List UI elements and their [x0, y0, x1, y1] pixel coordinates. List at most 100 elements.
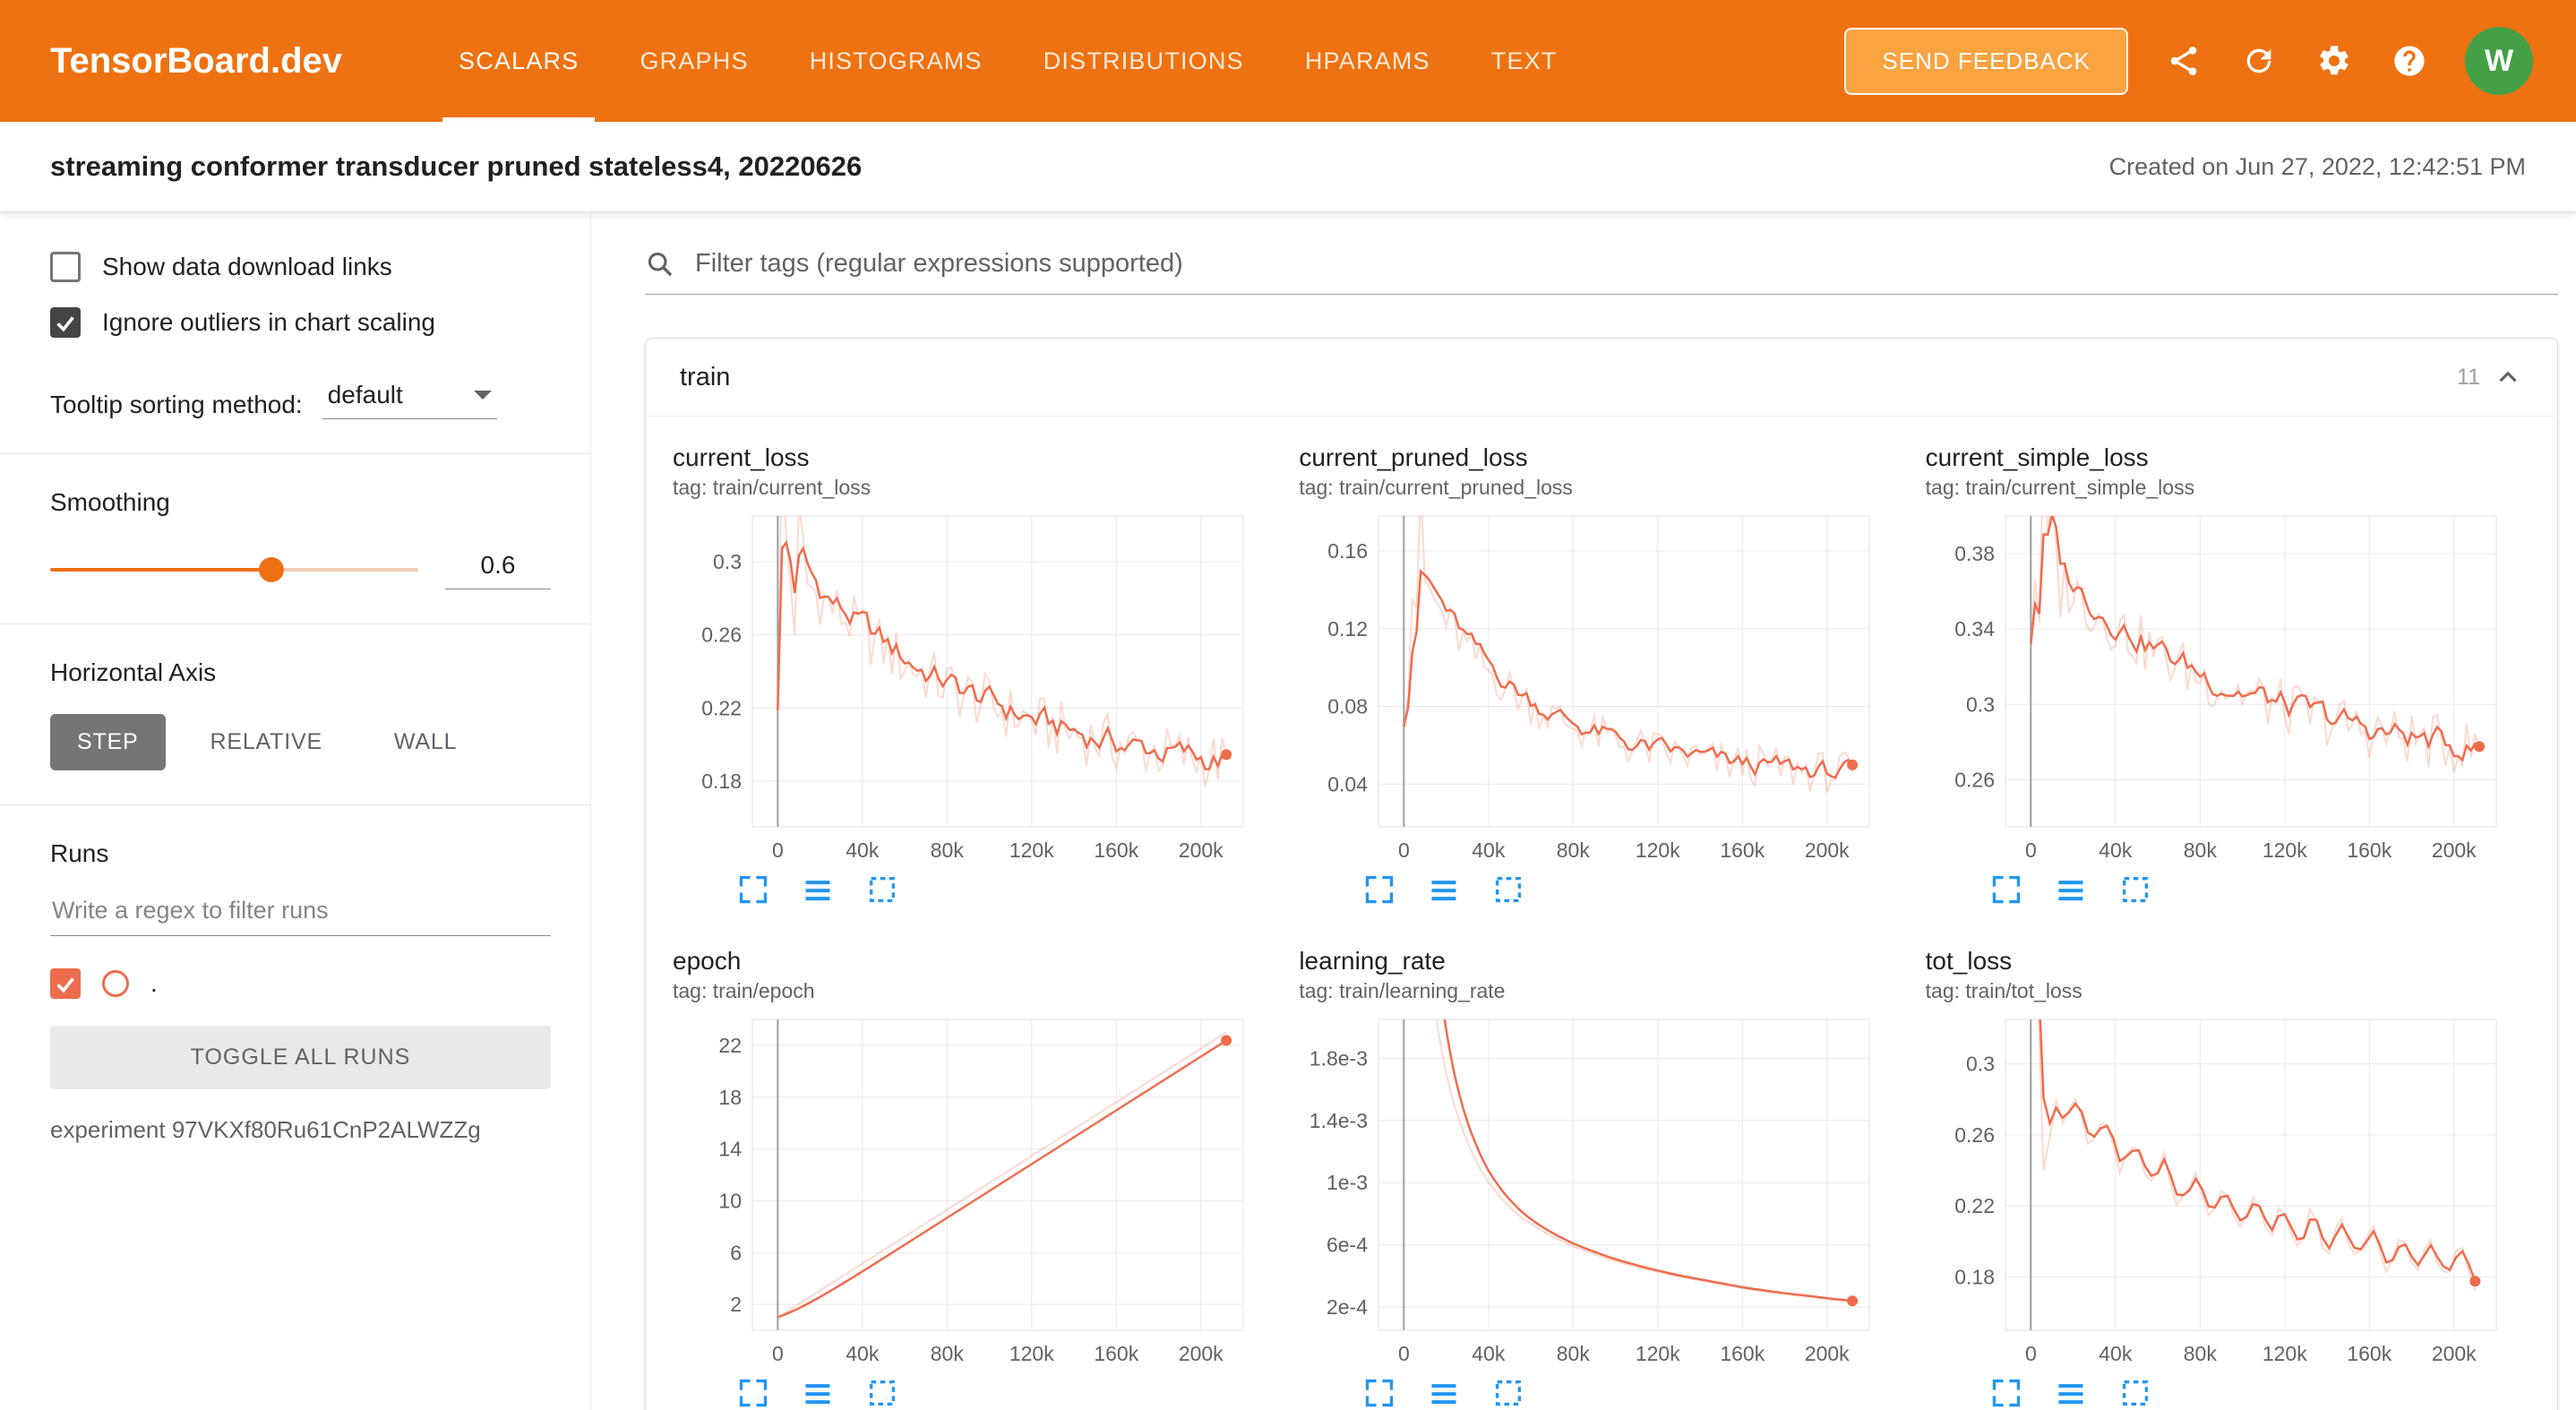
svg-text:0.04: 0.04 — [1328, 772, 1369, 795]
smoothing-value-input[interactable]: 0.6 — [445, 549, 551, 589]
send-feedback-button[interactable]: SEND FEEDBACK — [1844, 27, 2128, 95]
svg-text:22: 22 — [718, 1034, 742, 1057]
axis-step-button[interactable]: STEP — [50, 714, 166, 770]
chart-lines-icon[interactable] — [2055, 873, 2087, 906]
chart-lines-icon[interactable] — [802, 1377, 834, 1409]
svg-text:0.34: 0.34 — [1954, 617, 1995, 641]
svg-text:1.8e-3: 1.8e-3 — [1309, 1046, 1368, 1070]
toggle-all-runs-button[interactable]: TOGGLE ALL RUNS — [50, 1026, 551, 1089]
chart-card: tot_loss tag: train/tot_loss 0.18 0.22 0.2… — [1920, 941, 2536, 1409]
svg-text:0.26: 0.26 — [1954, 1123, 1995, 1147]
brand-title: TensorBoard.dev — [50, 40, 342, 81]
share-icon[interactable] — [2164, 41, 2203, 81]
expand-chart-icon[interactable] — [1990, 1377, 2022, 1409]
runs-filter-input[interactable] — [50, 884, 551, 936]
svg-text:160k: 160k — [1721, 838, 1765, 862]
tab-histograms[interactable]: HISTOGRAMS — [809, 47, 983, 74]
smoothing-slider-thumb[interactable] — [258, 556, 284, 582]
svg-text:0.18: 0.18 — [701, 769, 742, 793]
svg-text:80k: 80k — [2183, 1342, 2217, 1365]
chart-plot[interactable]: 0.18 0.22 0.26 0.3 0 40k 80k 120k 160k 200k — [667, 507, 1254, 870]
ignore-outliers-checkbox[interactable] — [50, 307, 81, 338]
tooltip-sorting-label: Tooltip sorting method: — [50, 391, 303, 418]
chart-card: learning_rate tag: train/learning_rate 2… — [1293, 941, 1909, 1409]
tag-group-header[interactable]: train 11 — [646, 339, 2557, 417]
nav-tabs: SCALARS GRAPHS HISTOGRAMS DISTRIBUTIONS HPAR… — [428, 0, 1588, 122]
help-icon[interactable] — [2390, 41, 2429, 81]
chart-lines-icon[interactable] — [802, 873, 834, 906]
svg-text:0: 0 — [1398, 838, 1410, 862]
svg-text:0.18: 0.18 — [1954, 1266, 1995, 1289]
chart-toolbar — [1990, 1377, 2536, 1409]
fit-data-icon[interactable] — [2119, 1377, 2151, 1409]
fit-data-icon[interactable] — [2119, 873, 2151, 906]
tab-distributions[interactable]: DISTRIBUTIONS — [1043, 47, 1244, 74]
runs-label: Runs — [50, 839, 109, 867]
svg-text:6: 6 — [730, 1241, 742, 1264]
svg-text:0.26: 0.26 — [701, 623, 742, 647]
expand-chart-icon[interactable] — [737, 873, 769, 906]
tooltip-sorting-value: default — [327, 381, 403, 408]
svg-text:200k: 200k — [1179, 1342, 1224, 1365]
svg-text:200k: 200k — [1805, 1342, 1850, 1365]
chevron-up-icon[interactable] — [2493, 362, 2523, 392]
chart-lines-icon[interactable] — [1428, 1377, 1460, 1409]
run-name: . — [150, 969, 158, 997]
chart-tag: tag: train/current_loss — [673, 476, 872, 499]
settings-gear-icon[interactable] — [2314, 41, 2354, 81]
chart-title: epoch — [673, 947, 742, 975]
chart-lines-icon[interactable] — [1428, 873, 1460, 906]
svg-text:1e-3: 1e-3 — [1327, 1171, 1368, 1194]
expand-chart-icon[interactable] — [1990, 873, 2022, 906]
expand-chart-icon[interactable] — [737, 1377, 769, 1409]
show-download-links-checkbox[interactable] — [50, 252, 81, 282]
header-actions: SEND FEEDBACK W — [1844, 0, 2576, 122]
chart-toolbar — [1363, 1377, 1909, 1409]
chart-plot[interactable]: 2 6 10 14 18 22 0 40k 80k 120k 160k 200k — [667, 1010, 1254, 1373]
smoothing-slider[interactable] — [50, 556, 418, 582]
svg-text:40k: 40k — [1473, 838, 1507, 862]
chart-card: epoch tag: train/epoch 2 6 10 14 18 22 0 40k 80k… — [667, 941, 1283, 1409]
axis-relative-button[interactable]: RELATIVE — [210, 729, 322, 754]
chart-plot[interactable]: 2e-4 6e-4 1e-3 1.4e-3 1.8e-3 0 40k 80k 120k 160k 2… — [1293, 1010, 1880, 1373]
svg-text:40k: 40k — [846, 1342, 880, 1365]
smoothing-label: Smoothing — [50, 488, 170, 516]
svg-text:40k: 40k — [1473, 1342, 1507, 1365]
fit-data-icon[interactable] — [1492, 873, 1524, 906]
chart-tag: tag: train/current_pruned_loss — [1299, 476, 1573, 499]
expand-chart-icon[interactable] — [1363, 1377, 1395, 1409]
tab-graphs[interactable]: GRAPHS — [640, 47, 749, 74]
refresh-icon[interactable] — [2239, 41, 2279, 81]
ignore-outliers-row[interactable]: Ignore outliers in chart scaling — [50, 307, 551, 338]
axis-wall-button[interactable]: WALL — [393, 729, 458, 754]
fit-data-icon[interactable] — [866, 1377, 898, 1409]
fit-data-icon[interactable] — [866, 873, 898, 906]
user-avatar[interactable]: W — [2465, 27, 2533, 95]
svg-text:10: 10 — [718, 1189, 742, 1212]
chart-plot[interactable]: 0.26 0.3 0.34 0.38 0 40k 80k 120k 160k 200k — [1920, 507, 2507, 870]
svg-text:80k: 80k — [931, 838, 965, 862]
svg-text:120k: 120k — [2263, 1342, 2307, 1365]
experiment-title: streaming conformer transducer pruned st… — [50, 150, 863, 182]
show-download-links-row[interactable]: Show data download links — [50, 252, 551, 282]
chart-title: current_simple_loss — [1925, 443, 2149, 471]
tab-text[interactable]: TEXT — [1490, 47, 1558, 74]
chart-tag: tag: train/learning_rate — [1299, 979, 1506, 1002]
chart-lines-icon[interactable] — [2055, 1377, 2087, 1409]
chart-plot[interactable]: 0.04 0.08 0.12 0.16 0 40k 80k 120k 160k 200k — [1293, 507, 1880, 870]
run-checkbox[interactable] — [50, 968, 81, 999]
fit-data-icon[interactable] — [1492, 1377, 1524, 1409]
svg-text:0: 0 — [2025, 838, 2037, 862]
chart-title: current_loss — [673, 443, 810, 471]
expand-chart-icon[interactable] — [1363, 873, 1395, 906]
tooltip-sorting-select[interactable]: default — [322, 377, 497, 419]
svg-text:200k: 200k — [1805, 838, 1850, 862]
chart-plot[interactable]: 0.18 0.22 0.26 0.3 0 40k 80k 120k 160k 200k — [1920, 1010, 2507, 1373]
tab-scalars[interactable]: SCALARS — [428, 0, 609, 122]
run-row[interactable]: . — [50, 968, 551, 999]
tab-hparams[interactable]: HPARAMS — [1304, 47, 1430, 74]
chart-tag: tag: train/tot_loss — [1925, 979, 2082, 1002]
filter-tags-input[interactable] — [693, 248, 2558, 279]
svg-text:0: 0 — [1398, 1342, 1410, 1365]
svg-text:2e-4: 2e-4 — [1327, 1295, 1368, 1319]
